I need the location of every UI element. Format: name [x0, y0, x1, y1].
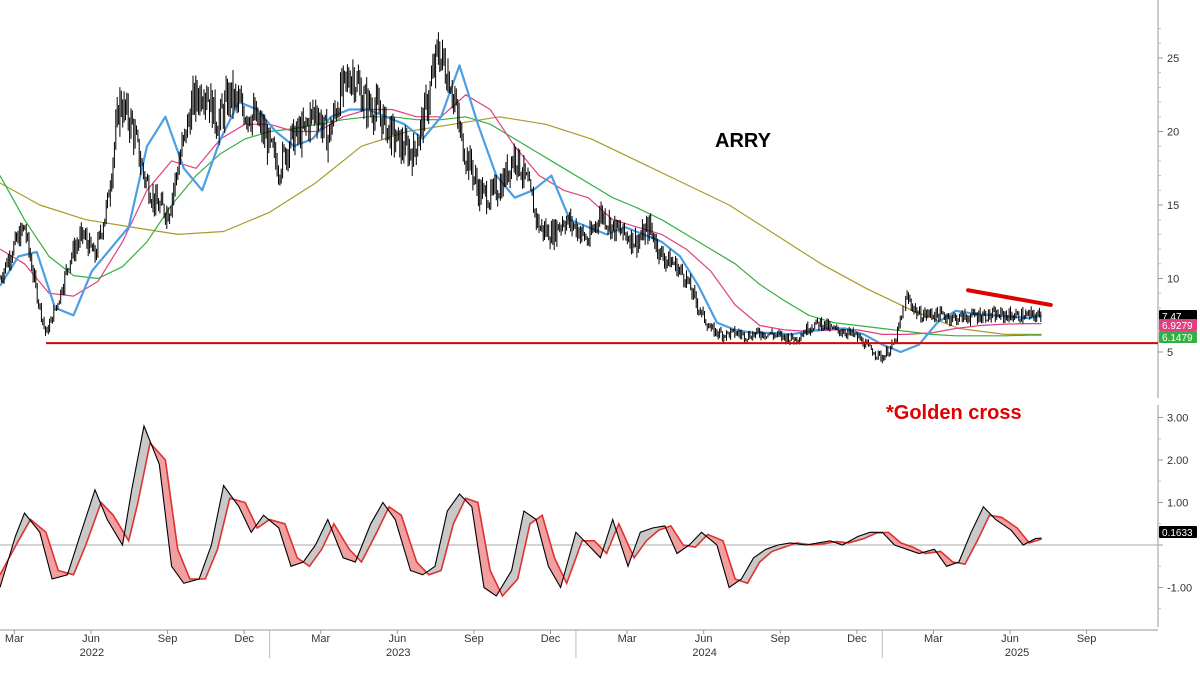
- x-axis-tick-label: Mar: [618, 633, 637, 645]
- oscillator-fill: [604, 519, 617, 554]
- oscillator-fill: [125, 427, 152, 541]
- oscillator-panel: -1.00 1.00 2.00 3.00 0.1633: [0, 405, 1197, 627]
- value-tag-label: 7.47: [1162, 312, 1182, 323]
- oscillator-fill: [666, 526, 689, 554]
- x-axis-year-label: 2025: [1005, 647, 1029, 659]
- series-line-oscillator: [0, 424, 1042, 597]
- x-axis-year-label: 2024: [692, 647, 716, 659]
- series-line-ma_fast: [0, 64, 1042, 354]
- x-axis-tick-label: Mar: [924, 633, 943, 645]
- resistance-line: [966, 288, 1053, 307]
- price-axis-tick-label: 5: [1167, 347, 1173, 359]
- oscillator-axis-tick-label: 2.00: [1167, 455, 1188, 467]
- price-axis-tick-label: 25: [1167, 53, 1179, 65]
- x-axis-tick-label: Sep: [158, 633, 178, 645]
- oscillator-fill: [957, 507, 993, 564]
- golden-cross-annotation: *Golden cross: [886, 402, 1022, 424]
- oscillator-fill: [427, 494, 466, 575]
- x-axis-tick-label: Jun: [695, 633, 713, 645]
- x-axis-year-label: 2023: [386, 647, 410, 659]
- oscillator-fill: [151, 445, 200, 584]
- x-axis-tick-label: Sep: [464, 633, 484, 645]
- oscillator-fill: [101, 503, 125, 545]
- oscillator-fill: [388, 507, 428, 575]
- series-line-oscillator-signal: [0, 441, 1042, 598]
- chart-title: ARRY: [715, 130, 772, 152]
- series-line-ma_slow: [0, 116, 1042, 335]
- x-axis-year-label: 2022: [80, 647, 104, 659]
- x-axis-tick-label: Sep: [770, 633, 790, 645]
- x-axis-tick-label: Mar: [5, 633, 24, 645]
- oscillator-axis-tick-label: -1.00: [1167, 583, 1192, 595]
- x-axis-tick-label: Dec: [847, 633, 867, 645]
- x-axis-tick-label: Dec: [541, 633, 561, 645]
- price-axis-tick-label: 15: [1167, 200, 1179, 212]
- value-tag: [1159, 331, 1197, 343]
- price-bars: [0, 32, 1042, 364]
- value-tag: [1159, 319, 1197, 331]
- x-axis-tick-label: Jun: [388, 633, 406, 645]
- x-axis-tick-label: Sep: [1077, 633, 1097, 645]
- x-axis-tick-label: Jun: [82, 633, 100, 645]
- value-tag-label: 0.1633: [1162, 528, 1193, 539]
- oscillator-fill: [563, 532, 585, 582]
- oscillator-fill: [633, 526, 667, 557]
- x-axis-tick-label: Jun: [1001, 633, 1019, 645]
- value-tag-label: 6.1479: [1162, 333, 1193, 344]
- oscillator-fill: [357, 503, 389, 562]
- oscillator-fill: [536, 515, 564, 587]
- x-axis-tick-label: Dec: [234, 633, 254, 645]
- oscillator-fill: [616, 523, 634, 565]
- oscillator-fill: [584, 540, 605, 558]
- value-tag: [1159, 526, 1197, 539]
- oscillator-fill: [68, 491, 102, 575]
- series-line-ma_green: [0, 116, 1042, 337]
- value-tag-label: 6.9279: [1162, 321, 1193, 332]
- oscillator-fill: [707, 534, 741, 588]
- series-line-ma_pink: [0, 94, 1042, 335]
- oscillator-fill: [688, 532, 708, 547]
- x-axis: Mar Jun Sep Dec Mar Jun Sep Dec Mar Jun Sep Dec Mar J…: [0, 629, 1158, 659]
- price-axis-tick-label: 20: [1167, 127, 1179, 139]
- oscillator-fill: [199, 486, 235, 579]
- x-axis-tick-label: Mar: [311, 633, 330, 645]
- price-axis-tick-label: 10: [1167, 274, 1179, 286]
- oscillator-fill: [303, 520, 333, 566]
- oscillator-axis-tick-label: 3.00: [1167, 413, 1188, 425]
- oscillator-axis-tick-label: 1.00: [1167, 498, 1188, 510]
- oscillator-fill: [30, 519, 69, 579]
